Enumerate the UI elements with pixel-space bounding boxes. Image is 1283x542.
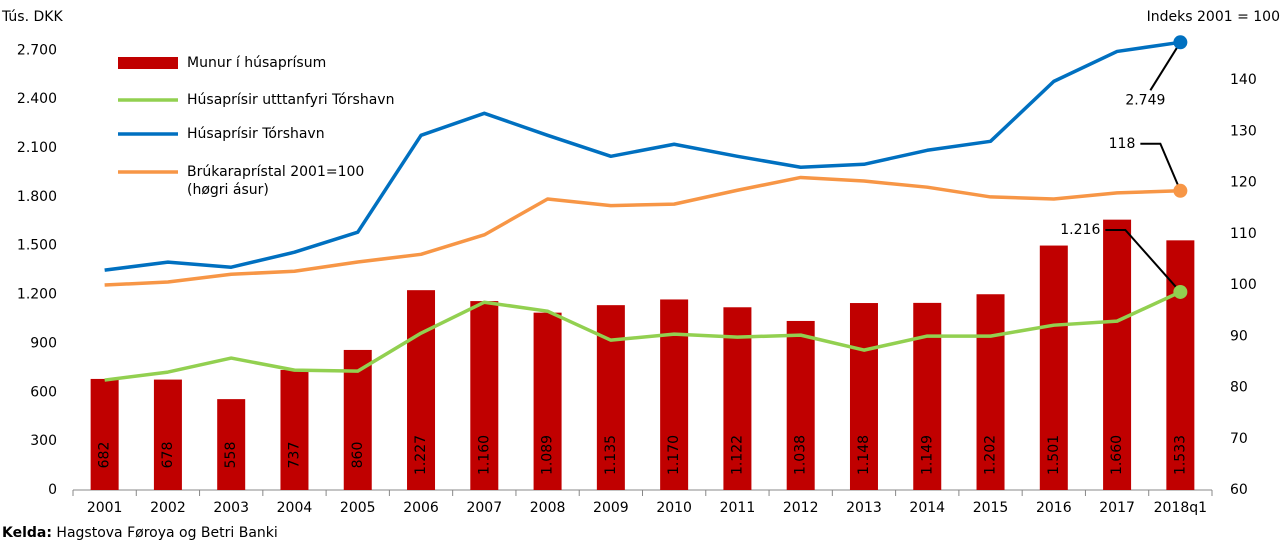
bar-label: 1.660: [1109, 435, 1125, 475]
bar: [976, 294, 1005, 490]
x-tick-label: 2011: [720, 500, 756, 516]
y-tick-label: 1.800: [17, 189, 57, 205]
bar-label: 1.533: [1172, 435, 1188, 475]
annotation-line: [1105, 228, 1182, 293]
bar: [849, 303, 878, 490]
bar: [280, 369, 309, 490]
source: Kelda: Hagstova Føroya og Betri Banki: [2, 525, 278, 541]
bar: [343, 349, 372, 490]
line-series: [104, 40, 1181, 272]
bar-label: 1.501: [1046, 435, 1062, 475]
annotation: 2.749: [1125, 92, 1165, 108]
legend-label: Húsaprísir utttanfyri Tórshavn: [187, 92, 395, 108]
x-tick-label: 2005: [340, 500, 376, 516]
legend-label: Brúkaraprístal 2001=100 (høgri ásur): [187, 164, 365, 198]
bar: [470, 301, 499, 490]
y-tick-label: 1.200: [17, 287, 57, 303]
source-text: Hagstova Føroya og Betri Banki: [56, 525, 277, 541]
x-tick-label: 2015: [973, 500, 1009, 516]
y2-tick-label: 70: [1230, 431, 1248, 447]
y2-tick-label: 100: [1230, 277, 1257, 293]
x-tick-label: 2006: [403, 500, 439, 516]
y2-tick-label: 120: [1230, 175, 1257, 191]
bar: [786, 320, 815, 490]
bar-label: 1.089: [540, 435, 556, 475]
bar: [153, 379, 182, 490]
bar: [1039, 245, 1068, 490]
bar: [217, 399, 246, 490]
bar-label: 558: [223, 442, 239, 469]
source-label: Kelda:: [2, 525, 52, 541]
end-marker: [1173, 183, 1188, 198]
y-tick-label: 2.700: [17, 42, 57, 58]
annotation: 1.216: [1060, 222, 1100, 238]
y-tick-label: 2.400: [17, 91, 57, 107]
y2-tick-label: 80: [1230, 380, 1248, 396]
end-marker: [1173, 35, 1188, 50]
bar-label: 860: [350, 442, 366, 469]
end-marker: [1173, 284, 1188, 299]
x-tick-label: 2001: [87, 500, 123, 516]
legend-swatch: [118, 57, 178, 69]
y2-axis-label: Indeks 2001 = 100: [1147, 9, 1280, 25]
x-tick-label: 2018q1: [1154, 500, 1207, 516]
x-tick-label: 2004: [277, 500, 313, 516]
bar-label: 737: [286, 442, 302, 469]
bar: [660, 299, 689, 490]
y2-tick-label: 130: [1230, 123, 1257, 139]
bar-label: 1.148: [856, 435, 872, 475]
bar: [90, 378, 119, 490]
x-tick-label: 2002: [150, 500, 186, 516]
y2-tick-label: 140: [1230, 72, 1257, 88]
bar-label: 1.038: [793, 435, 809, 475]
line-series: [104, 175, 1181, 287]
bar-label: 1.170: [666, 435, 682, 475]
x-tick-label: 2010: [656, 500, 692, 516]
x-tick-label: 2008: [530, 500, 566, 516]
annotation-line: [1140, 142, 1182, 192]
y-axis-label: Tús. DKK: [1, 9, 63, 25]
y-tick-label: 0: [48, 482, 57, 498]
bar-label: 1.160: [476, 435, 492, 475]
bar-label: 1.227: [413, 435, 429, 475]
bar-label: 678: [160, 442, 176, 469]
x-tick-label: 2003: [213, 500, 249, 516]
legend-label: Munur í húsaprísum: [187, 55, 327, 71]
bar-label: 1.122: [729, 435, 745, 475]
bar-label: 682: [97, 442, 113, 469]
annotation: 118: [1109, 136, 1136, 152]
x-tick-label: 2013: [846, 500, 882, 516]
bar: [407, 290, 436, 490]
bar-label: 1.149: [919, 435, 935, 475]
x-tick-label: 2014: [909, 500, 945, 516]
bar-label: 1.135: [603, 435, 619, 475]
x-tick-label: 2012: [783, 500, 819, 516]
y2-tick-label: 90: [1230, 328, 1248, 344]
legend-label: Húsaprísir Tórshavn: [187, 126, 325, 142]
y-tick-label: 2.100: [17, 140, 57, 156]
y-tick-label: 300: [30, 433, 57, 449]
y-tick-label: 1.500: [17, 238, 57, 254]
bar: [533, 312, 562, 490]
bar: [1103, 219, 1132, 490]
x-tick-label: 2017: [1099, 500, 1135, 516]
y2-tick-label: 60: [1230, 482, 1248, 498]
y-tick-label: 600: [30, 384, 57, 400]
annotation-line: [1149, 41, 1182, 91]
x-tick-label: 2016: [1036, 500, 1072, 516]
y2-tick-label: 110: [1230, 226, 1257, 242]
y-tick-label: 900: [30, 335, 57, 351]
bar-label: 1.202: [983, 435, 999, 475]
line-series: [104, 290, 1182, 382]
x-tick-label: 2009: [593, 500, 629, 516]
x-tick-label: 2007: [466, 500, 502, 516]
bar: [913, 302, 942, 490]
